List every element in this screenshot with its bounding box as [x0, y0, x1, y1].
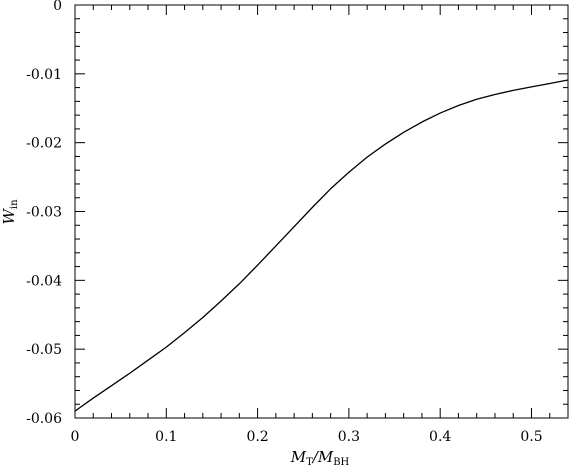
x-tick-label: 0.4 [429, 429, 451, 445]
x-tick-label: 0.1 [155, 429, 177, 445]
y-tick-label: -0.02 [26, 136, 62, 152]
x-tick-label: 0.5 [520, 429, 542, 445]
x-tick-label: 0 [71, 429, 80, 445]
plot-area [74, 4, 569, 419]
y-tick-label: -0.01 [26, 67, 62, 83]
y-tick-label: -0.03 [26, 205, 62, 221]
x-tick-labels: 0 0.1 0.2 0.3 0.4 0.5 [71, 429, 543, 445]
tick-marks [74, 4, 569, 419]
data-series [74, 79, 569, 412]
series-line [74, 79, 569, 412]
x-axis-label: MT/MBH [290, 448, 350, 468]
x-tick-label: 0.3 [338, 429, 360, 445]
plot-frame [74, 4, 569, 419]
y-tick-labels: 0 -0.01 -0.02 -0.03 -0.04 -0.05 -0.06 [26, 0, 62, 427]
x-tick-label: 0.2 [246, 429, 268, 445]
y-tick-label: -0.05 [26, 342, 62, 358]
y-axis-label: Win [0, 199, 20, 225]
y-tick-label: -0.04 [26, 273, 62, 289]
y-tick-label: 0 [53, 0, 62, 14]
y-tick-label: -0.06 [26, 411, 62, 427]
